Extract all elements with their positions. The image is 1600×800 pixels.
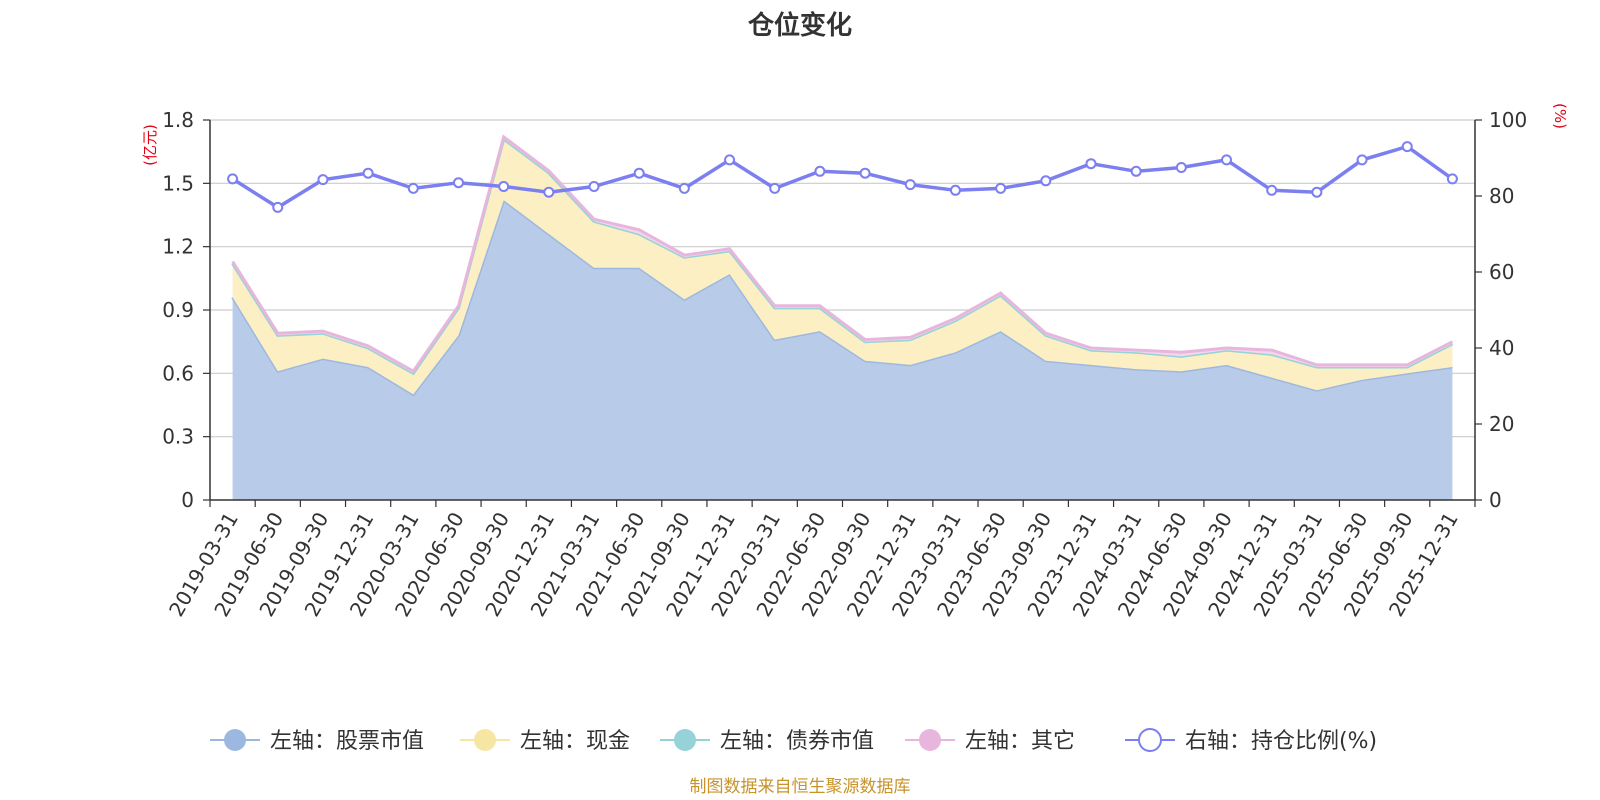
legend-marker [674, 729, 696, 751]
ratio-point [814, 165, 826, 177]
ratio-point [498, 181, 510, 192]
right-axis-tick-label: 20 [1489, 412, 1514, 436]
ratio-point [227, 173, 239, 185]
left-axis-tick-label: 0 [181, 488, 194, 512]
legend-label: 左轴：其它 [965, 729, 1075, 754]
left-axis-tick-label: 1.2 [162, 235, 194, 259]
legend-marker [474, 729, 496, 751]
ratio-point [769, 182, 781, 194]
right-axis-unit: (%) [1551, 103, 1569, 129]
ratio-point [1040, 175, 1052, 187]
ratio-point [724, 154, 736, 166]
legend-label: 右轴：持仓比例(%) [1185, 729, 1377, 754]
ratio-point [678, 182, 690, 194]
legend-marker [919, 729, 941, 751]
left-axis-tick-label: 0.9 [162, 298, 194, 322]
ratio-point [949, 184, 961, 196]
legend-item[interactable]: 左轴：股票市值 [210, 729, 424, 754]
ratio-point [407, 182, 419, 194]
ratio-point [859, 167, 871, 179]
ratio-point [1356, 154, 1368, 166]
legend: 左轴：股票市值 左轴：现金 左轴：债券市值 左轴：其它 右轴：持仓比例(%) [210, 728, 1377, 754]
ratio-point [904, 179, 916, 191]
ratio-point [1175, 162, 1187, 173]
ratio-point [995, 182, 1007, 194]
legend-label: 左轴：债券市值 [720, 729, 874, 754]
ratio-series-line [231, 144, 1454, 210]
area-edge-line [231, 134, 1454, 374]
ratio-line [227, 141, 1458, 213]
ratio-point [272, 201, 284, 213]
ratio-point [543, 186, 555, 198]
legend-item[interactable]: 左轴：其它 [905, 729, 1075, 754]
ratio-point [1266, 184, 1278, 196]
legend-label: 左轴：股票市值 [270, 729, 424, 754]
legend-item[interactable]: 左轴：债券市值 [660, 729, 874, 754]
left-axis-tick-label: 0.3 [162, 425, 194, 449]
ratio-point [1446, 173, 1458, 185]
left-axis-tick-label: 1.8 [162, 108, 194, 132]
ratio-point [1401, 141, 1413, 153]
ratio-point [362, 167, 374, 179]
ratio-point [1130, 165, 1142, 177]
chart-title: 仓位变化 [747, 10, 852, 41]
legend-item[interactable]: 左轴：现金 [460, 729, 630, 754]
ratio-point [1221, 154, 1233, 166]
data-source-note: 制图数据来自恒生聚源数据库 [690, 777, 911, 797]
ratio-point [588, 181, 600, 192]
ratio-point [1085, 158, 1097, 170]
area-band [232, 200, 1453, 500]
area-band [232, 139, 1453, 395]
ratio-point [1311, 186, 1323, 198]
right-axis-tick-label: 60 [1489, 260, 1514, 284]
legend-item[interactable]: 右轴：持仓比例(%) [1125, 728, 1377, 754]
right-axis-tick-label: 100 [1489, 108, 1527, 132]
right-axis-tick-label: 80 [1489, 184, 1514, 208]
legend-marker [224, 729, 246, 751]
stacked-areas [231, 134, 1454, 500]
legend-label: 左轴：现金 [520, 729, 630, 754]
right-axis-tick-label: 40 [1489, 336, 1514, 360]
ratio-point [633, 167, 645, 179]
ratio-point [317, 174, 329, 186]
legend-marker [1138, 728, 1162, 752]
left-axis-tick-label: 1.5 [162, 171, 194, 195]
right-axis-tick-label: 0 [1489, 488, 1502, 512]
ratio-point [452, 177, 464, 189]
left-axis-unit: (亿元) [141, 124, 159, 166]
left-axis-tick-label: 0.6 [162, 361, 194, 385]
